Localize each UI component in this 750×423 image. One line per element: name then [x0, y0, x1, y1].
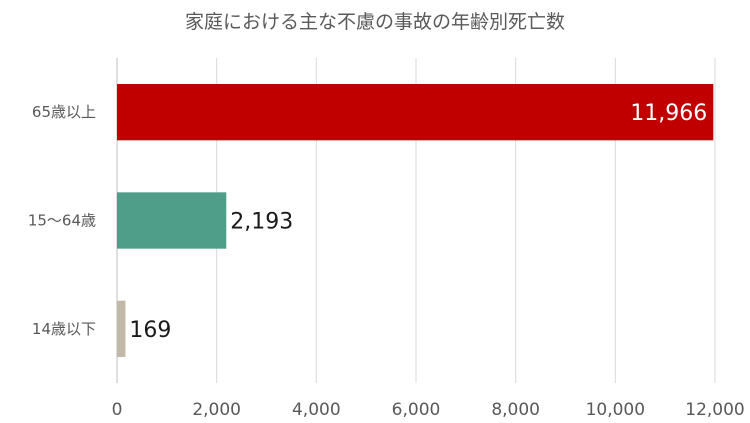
bar-1: [117, 84, 714, 141]
bar-3: [117, 300, 126, 357]
x-tick-label-2000: 2,000: [192, 400, 241, 420]
category-labels: 65歳以上 15〜64歳 14歳以下: [28, 103, 96, 338]
chart-title: 家庭における主な不慮の事故の年齢別死亡数: [185, 11, 565, 33]
x-tick-label-12000: 12,000: [685, 400, 744, 420]
x-tick-label-10000: 10,000: [586, 400, 645, 420]
category-label-2: 15〜64歳: [28, 212, 96, 230]
x-tick-labels: 0 2,000 4,000 6,000 8,000 10,000 12,000: [112, 400, 745, 420]
bars: [117, 84, 714, 357]
category-label-3: 14歳以下: [32, 320, 96, 338]
x-tick-label-6000: 6,000: [392, 400, 441, 420]
data-label-2: 2,193: [230, 210, 293, 235]
data-label-3: 169: [129, 318, 171, 343]
x-tick-label-4000: 4,000: [292, 400, 341, 420]
category-label-1: 65歳以上: [32, 103, 96, 121]
data-labels: 11,966 2,193 169: [129, 101, 707, 343]
data-label-1: 11,966: [630, 101, 707, 126]
x-tick-label-0: 0: [112, 400, 123, 420]
bar-2: [117, 192, 227, 249]
x-tick-label-8000: 8,000: [491, 400, 540, 420]
